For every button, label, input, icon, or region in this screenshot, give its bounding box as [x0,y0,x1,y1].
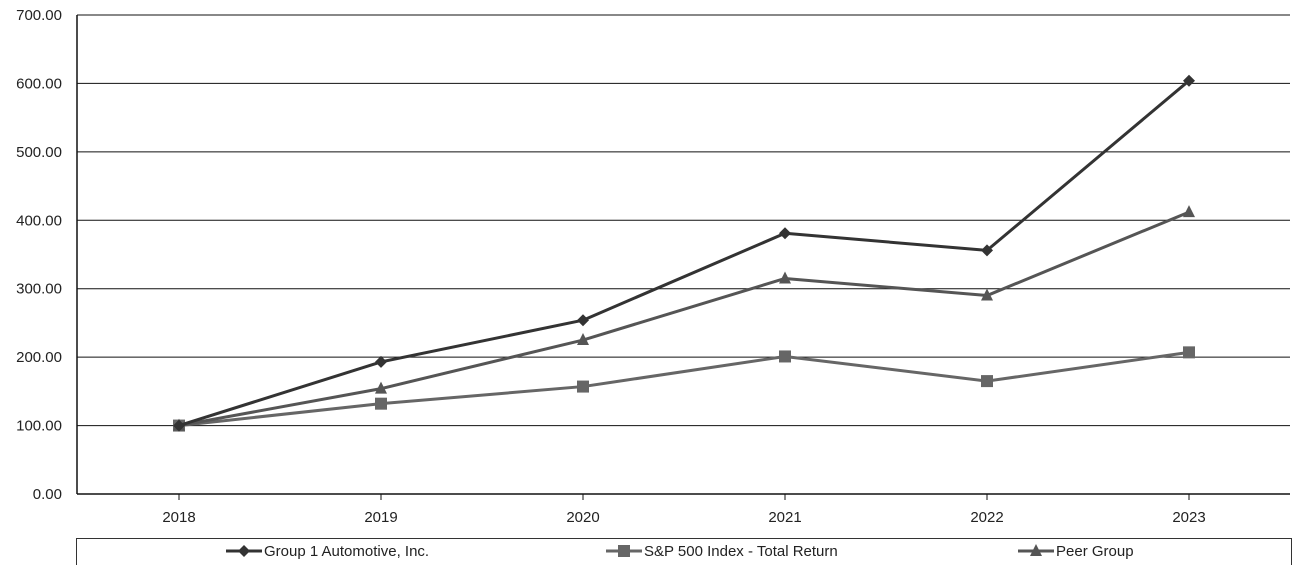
axes [76,15,1290,500]
legend: Group 1 Automotive, Inc. S&P 500 Index - … [76,538,1292,565]
series-square [173,346,1195,432]
data-point [1183,205,1195,218]
y-tick-label: 600.00 [16,75,62,92]
series-line [178,79,1190,428]
legend-entry: Group 1 Automotive, Inc. [226,543,429,560]
y-tick-label: 200.00 [16,349,62,366]
legend-label: Group 1 Automotive, Inc. [264,543,429,560]
data-point [375,381,387,394]
legend-label: S&P 500 Index - Total Return [644,543,838,560]
x-tick-label: 2020 [566,509,599,526]
x-tick-labels: 2018 2019 2020 2021 2022 2023 [162,509,1205,526]
y-tick-label: 100.00 [16,418,62,435]
grid-lines [77,14,1290,495]
x-tick-label: 2023 [1172,509,1205,526]
y-tick-label: 0.00 [33,486,62,503]
data-point [1183,346,1195,359]
data-point [981,288,993,301]
y-tick-label: 300.00 [16,281,62,298]
x-tick-label: 2022 [970,509,1003,526]
y-tick-label: 700.00 [16,7,62,24]
data-point [173,419,185,432]
series-line [178,210,1190,428]
y-tick-label: 400.00 [16,212,62,229]
data-series [173,74,1195,432]
legend-label: Peer Group [1056,543,1134,560]
series-triangle [173,205,1195,431]
data-point [577,314,589,327]
y-tick-label: 500.00 [16,144,62,161]
data-point [981,375,993,388]
data-point [779,227,791,240]
series-diamond [173,74,1195,432]
legend-marker [1030,544,1042,556]
series-line [178,350,1190,428]
legend-entry: Peer Group [1018,543,1134,560]
data-point [375,355,387,368]
y-tick-labels: 0.00 100.00 200.00 300.00 400.00 500.00 600.00… [16,7,62,503]
data-point [577,380,589,393]
data-point [577,333,589,346]
data-point [1183,74,1195,87]
x-tick-label: 2021 [768,509,801,526]
data-point [779,350,791,363]
x-tick-label: 2019 [364,509,397,526]
legend-entry: S&P 500 Index - Total Return [606,543,838,560]
data-point [779,271,791,284]
legend-marker [618,545,630,557]
data-point [375,397,387,410]
x-tick-label: 2018 [162,509,195,526]
data-point [981,244,993,257]
legend-marker [238,545,250,557]
